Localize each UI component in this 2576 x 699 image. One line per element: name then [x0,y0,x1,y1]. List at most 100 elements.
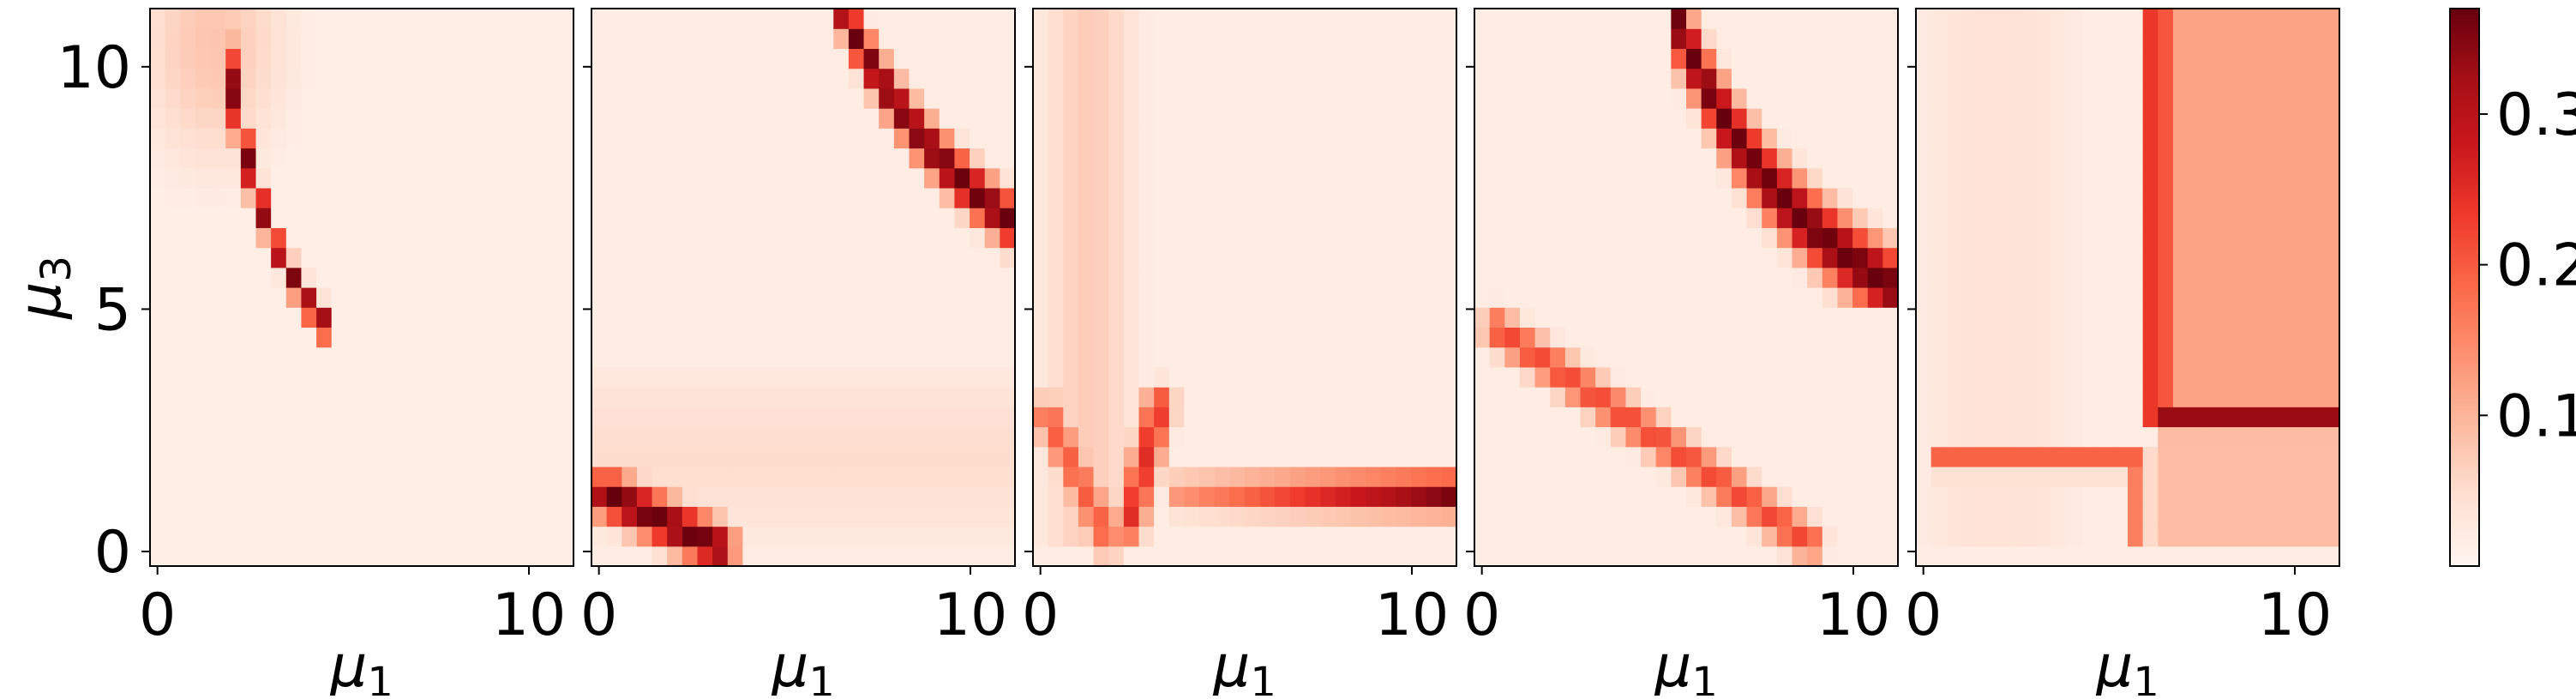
heatmap-cell [1305,307,1321,328]
heatmap-cell [1078,148,1095,169]
heatmap-cell [422,267,438,288]
heatmap-cell [285,87,303,109]
heatmap-cell [1641,346,1657,368]
heatmap-cell [667,446,683,467]
heatmap-cell [2324,526,2340,547]
heatmap-cell [1822,128,1839,149]
heatmap-cell [558,48,574,69]
heatmap-cell [1138,148,1155,169]
heatmap-cell [2172,108,2189,129]
heatmap-cell [1776,227,1793,249]
heatmap-cell [1882,346,1899,368]
heatmap-cell [1033,545,1049,567]
heatmap-cell [758,108,774,129]
heatmap-cell [2249,9,2265,29]
heatmap-cell [392,307,408,328]
heatmap-cell [758,486,774,507]
heatmap-cell [984,247,1000,268]
heatmap-cell [301,9,317,29]
heatmap-cell [1822,446,1839,467]
heatmap-cell [742,446,759,467]
heatmap-cell [2037,128,2053,149]
heatmap-cell [742,426,759,448]
heatmap-cell [1259,506,1276,527]
heatmap-cell [2279,108,2295,129]
heatmap-cell [803,346,820,368]
heatmap-cell [2172,506,2189,527]
heatmap-cell [150,187,166,208]
heatmap-cell [742,208,759,228]
heatmap-cell [2142,208,2159,228]
heatmap-cell [2128,167,2144,189]
heatmap-cell [1961,267,1978,288]
heatmap-cell [1320,407,1336,428]
heatmap-cell [909,486,925,507]
heatmap-cell [2218,387,2235,407]
heatmap-cell [1837,366,1853,388]
heatmap-cell [1852,506,1869,527]
heatmap-cell [376,87,393,109]
heatmap-cell [1946,407,1962,428]
heatmap-cell [240,167,257,189]
heatmap-cell [331,407,347,428]
heatmap-cell [697,48,713,69]
heatmap-cell [452,167,469,189]
heatmap-cell [893,366,910,388]
heatmap-cell [1762,247,1778,268]
x-tick-label: 10 [1375,581,1450,649]
heatmap-cell [285,407,303,428]
y-tick-label: 0 [94,519,131,587]
heatmap-cell [772,87,789,109]
heatmap-cell [2112,446,2129,467]
heatmap-cell [1259,327,1276,348]
heatmap-cell [1655,9,1672,29]
heatmap-cell [1580,407,1596,428]
heatmap-cell [1534,28,1551,50]
heatmap-cell [285,48,303,69]
heatmap-cell [558,466,574,487]
heatmap-cell [984,28,1000,50]
heatmap-cell [240,28,257,50]
heatmap-cell [1275,87,1291,109]
heatmap-cell [954,466,970,487]
heatmap-cell [1305,446,1321,467]
heatmap-cell [1320,48,1336,69]
heatmap-cell [225,68,242,89]
heatmap-cell [1168,28,1186,50]
heatmap-cell [2082,287,2099,308]
heatmap-cell [1396,407,1412,428]
heatmap-cell [1671,486,1687,507]
heatmap-cell [1380,466,1397,487]
heatmap-cell [788,426,804,448]
heatmap-cell [621,267,638,288]
heatmap-cell [1474,187,1491,208]
heatmap-cell [2082,108,2099,129]
heatmap-cell [1746,426,1762,448]
heatmap-cell [1320,267,1336,288]
heatmap-cell [180,426,196,448]
heatmap-cell [1108,148,1125,169]
heatmap-cell [1426,366,1442,388]
heatmap-cell [2006,48,2023,69]
heatmap-cell [848,287,865,308]
heatmap-cell [1564,267,1582,288]
heatmap-cell [1245,366,1261,388]
heatmap-cell [1229,346,1246,368]
heatmap-cell [406,187,423,208]
heatmap-cell [1396,327,1412,348]
heatmap-cell [1976,287,1992,308]
heatmap-cell [788,506,804,527]
heatmap-cell [1686,267,1702,288]
heatmap-cell [863,327,880,348]
heatmap-cell [376,287,393,308]
heatmap-cell [392,466,408,487]
heatmap-cell [742,526,759,547]
heatmap-cell [772,48,789,69]
heatmap-cell [893,346,910,368]
heatmap-cell [1214,327,1230,348]
heatmap-cell [2172,148,2189,169]
heatmap-cell [1580,247,1596,268]
heatmap-cell [682,48,699,69]
heatmap-cell [1289,187,1306,208]
